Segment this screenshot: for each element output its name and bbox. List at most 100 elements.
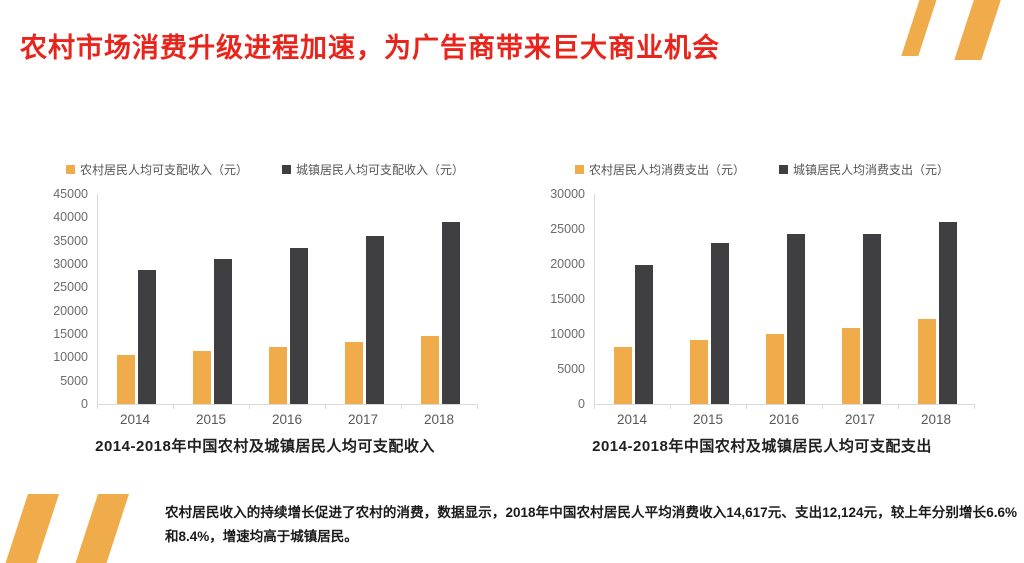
chart-legend: 农村居民人均消费支出（元） 城镇居民人均消费支出（元） [542,160,982,178]
bar [344,342,363,404]
bar [841,328,860,404]
y-axis-tick-label: 5000 [60,373,88,388]
plot-area [97,194,478,409]
y-axis: 45000 40000 35000 30000 25000 20000 15000 10000… [45,188,97,410]
footnote-text: 农村居民收入的持续增长促进了农村的消费，数据显示，2018年中国农村居民人平均消… [165,504,1017,545]
y-axis-tick-label: 0 [81,396,88,411]
x-axis-label: 2015 [195,412,227,427]
x-axis-label: 2015 [692,412,724,427]
bar [613,346,632,404]
x-axis-tick [670,404,671,409]
legend-item-urban: 城镇居民人均消费支出（元） [779,161,949,178]
y-axis: 30000 25000 20000 15000 10000 5000 0 [542,188,594,410]
expenditure-chart: 农村居民人均消费支出（元） 城镇居民人均消费支出（元） 30000 25000 20… [542,160,982,456]
x-axis-tick [822,404,823,409]
legend-item-urban: 城镇居民人均可支配收入（元） [282,161,464,178]
bar-group [326,194,402,404]
urban-series-swatch-icon [282,164,291,174]
x-axis-label: 2017 [844,412,876,427]
chart-area: 45000 40000 35000 30000 25000 20000 15000 10000… [45,188,485,410]
bar-group [250,194,326,404]
bar [192,351,211,404]
rural-series-swatch-icon [574,164,584,174]
decorative-slash-icon [901,0,940,56]
legend-item-rural: 农村居民人均可支配收入（元） [65,161,248,178]
bar [786,233,805,404]
x-axis-tick [401,404,402,409]
bar-group [174,194,250,404]
x-axis-label: 2018 [423,412,455,427]
x-axis-label: 2014 [119,412,151,427]
legend-label: 农村居民人均可支配收入（元） [79,162,248,177]
bar [634,264,653,404]
x-axis-tick [594,404,595,409]
bar-group [98,194,174,404]
x-axis-label: 2018 [920,412,952,427]
x-axis-label: 2016 [271,412,303,427]
y-axis-tick-label: 30000 [53,256,88,271]
x-axis-tick [325,404,326,409]
bar [917,319,936,404]
chart-caption: 2014-2018年中国农村及城镇居民人均可支配收入 [95,438,435,455]
legend-label: 城镇居民人均可支配收入（元） [296,162,465,177]
legend-label: 城镇居民人均消费支出（元） [793,162,950,177]
bar [441,222,460,404]
bar [420,335,439,404]
urban-series-swatch-icon [779,164,788,174]
rural-series-swatch-icon [65,164,75,174]
x-axis-label: 2014 [616,412,648,427]
page-title: 农村市场消费升级进程加速，为广告商带来巨大商业机会 [20,33,720,63]
bar [137,269,156,404]
plot-area [594,194,975,409]
decorative-slash-icon [0,494,59,563]
bar [268,347,287,404]
y-axis-tick-label: 5000 [557,361,585,376]
bar [710,243,729,404]
y-axis-tick-label: 20000 [550,256,585,271]
x-axis: 2014 2015 2016 2017 2018 [594,405,974,431]
bar-group [671,194,747,404]
y-axis-tick-label: 10000 [550,326,585,341]
bar-group [402,194,478,404]
bar-group [823,194,899,404]
y-axis-tick-label: 35000 [53,233,88,248]
y-axis-tick-label: 45000 [53,186,88,201]
chart-caption: 2014-2018年中国农村及城镇居民人均可支配支出 [592,438,932,455]
x-axis-tick [173,404,174,409]
bar [689,340,708,404]
x-axis-tick [477,404,478,409]
legend-label: 农村居民人均消费支出（元） [588,162,745,177]
x-axis-tick [249,404,250,409]
bar-group [899,194,975,404]
y-axis-tick-label: 40000 [53,210,88,225]
x-axis: 2014 2015 2016 2017 2018 [97,405,477,431]
chart-area: 30000 25000 20000 15000 10000 5000 0 [542,188,982,410]
y-axis-tick-label: 15000 [550,291,585,306]
x-axis-label: 2016 [768,412,800,427]
x-axis-label: 2017 [347,412,379,427]
x-axis-tick [746,404,747,409]
bar [938,222,957,404]
chart-legend: 农村居民人均可支配收入（元） 城镇居民人均可支配收入（元） [45,160,485,178]
bar [765,334,784,404]
decorative-slash-icon [954,0,1005,60]
bar [365,236,384,404]
x-axis-tick [97,404,98,409]
bar [116,355,135,404]
decorative-slash-icon [70,494,129,563]
bar [862,233,881,404]
y-axis-tick-label: 15000 [53,326,88,341]
y-axis-tick-label: 25000 [53,280,88,295]
bar [289,247,308,404]
y-axis-tick-label: 10000 [53,350,88,365]
legend-item-rural: 农村居民人均消费支出（元） [574,161,745,178]
y-axis-tick-label: 30000 [550,186,585,201]
x-axis-tick [898,404,899,409]
bar-group [595,194,671,404]
y-axis-tick-label: 20000 [53,303,88,318]
y-axis-tick-label: 25000 [550,221,585,236]
x-axis-tick [974,404,975,409]
y-axis-tick-label: 0 [578,396,585,411]
income-chart: 农村居民人均可支配收入（元） 城镇居民人均可支配收入（元） 45000 40000… [45,160,485,456]
